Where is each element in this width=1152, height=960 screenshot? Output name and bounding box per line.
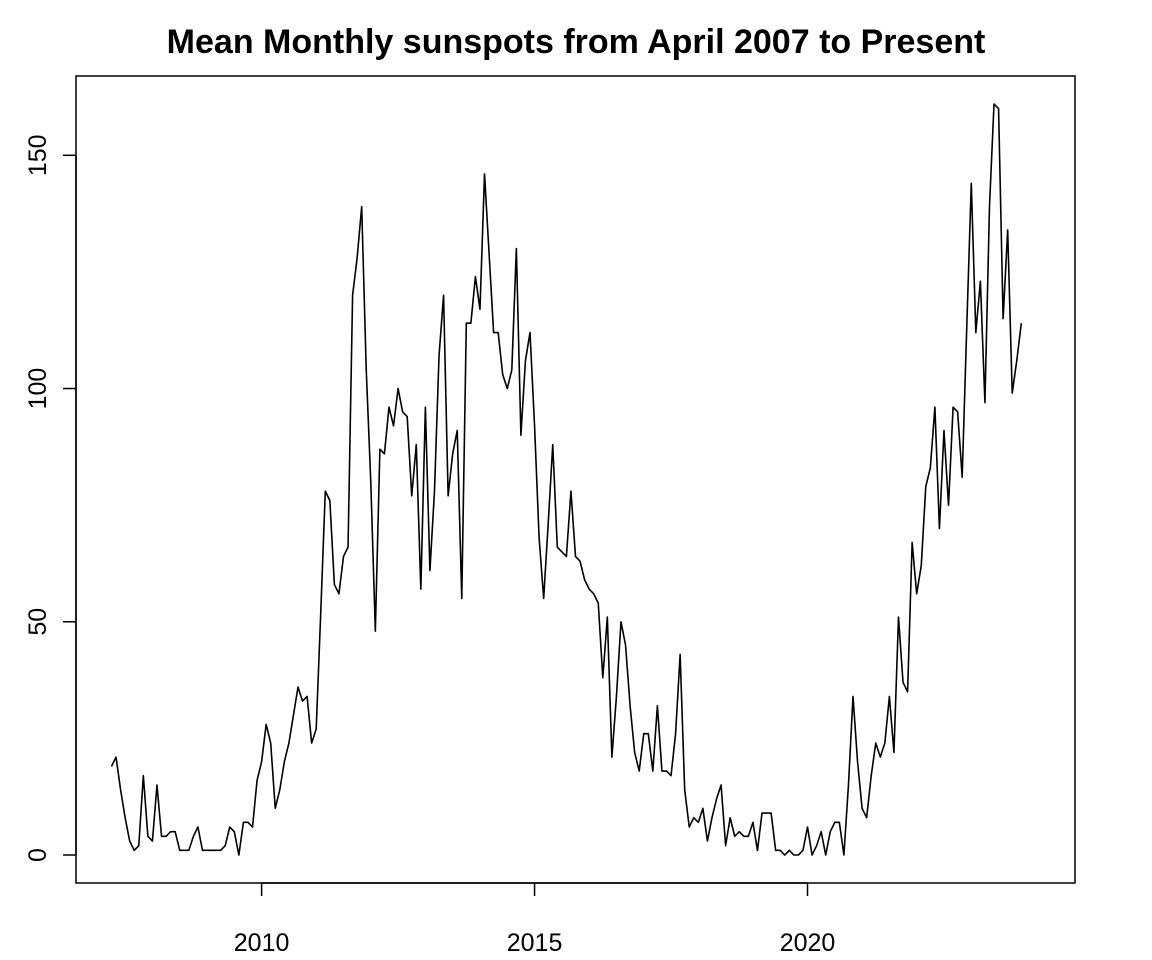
series-line-0: [110, 103, 1023, 856]
plot-area-frame: [75, 75, 1076, 884]
series-group: [110, 103, 1023, 856]
y-axis: 0 50 100 150: [24, 134, 77, 862]
x-tick-label: 2015: [507, 929, 563, 957]
x-axis: 2010 2015 2020: [234, 882, 836, 957]
x-tick-label: 2010: [234, 929, 290, 957]
y-tick-label: 0: [24, 848, 52, 862]
y-tick-label: 50: [24, 608, 52, 636]
y-tick-label: 150: [24, 134, 52, 176]
chart-title: Mean Monthly sunspots from April 2007 to…: [167, 23, 986, 61]
y-tick-label: 100: [24, 368, 52, 410]
x-tick-label: 2020: [780, 929, 836, 957]
